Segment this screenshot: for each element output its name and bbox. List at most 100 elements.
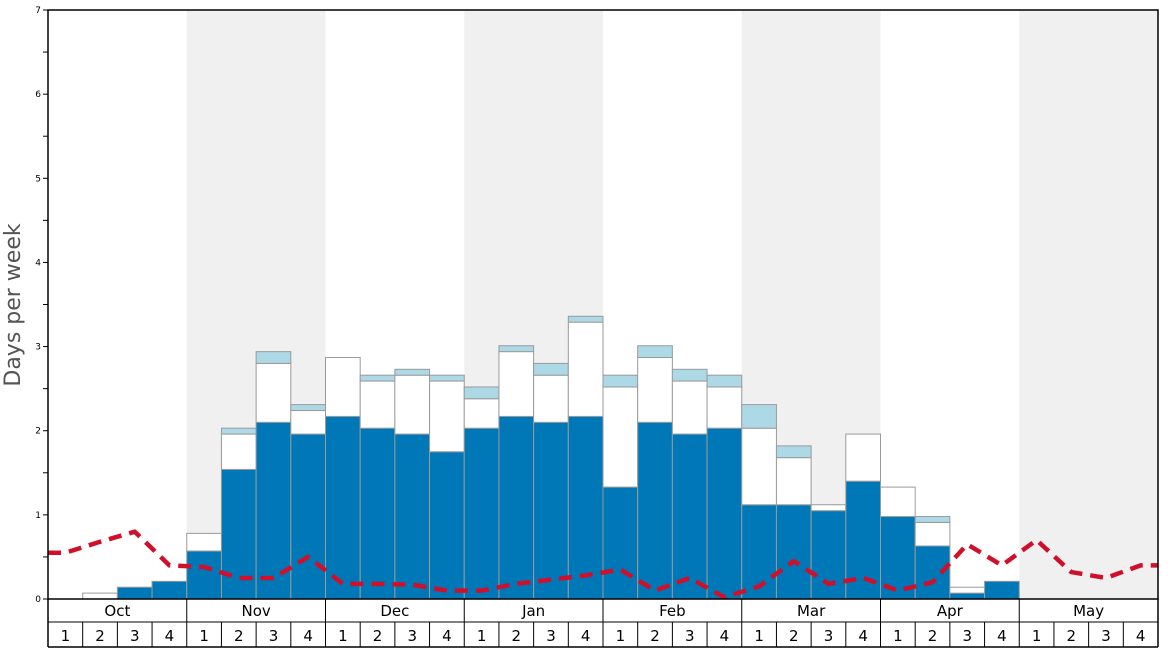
bar-segment — [602, 486, 639, 600]
month-label: Dec — [380, 602, 409, 620]
week-label: 4 — [165, 627, 175, 645]
month-label: Apr — [937, 602, 964, 620]
bar-segment — [949, 592, 986, 600]
month-label: Nov — [241, 602, 270, 620]
bar-segment — [567, 415, 604, 600]
week-label: 4 — [720, 627, 730, 645]
week-label: 4 — [303, 627, 313, 645]
y-tick-label: 3 — [35, 343, 41, 353]
bar-segment — [394, 368, 431, 376]
x-axis: Oct 1 2 3 4 Nov 1 2 3 4 Dec 1 2 3 4 Jan 1 2 3 4 Feb 1 2 3 4 Mar 1 2… — [47, 599, 1159, 648]
bar-segment — [463, 427, 500, 600]
bar-segment — [498, 415, 535, 600]
week-label: 1 — [754, 627, 764, 645]
bar-segment — [637, 421, 673, 600]
week-label: 3 — [407, 627, 417, 645]
bar-segment — [151, 580, 188, 600]
week-label: 2 — [234, 627, 244, 645]
week-label: 1 — [61, 627, 71, 645]
bar-segment — [533, 374, 569, 423]
bar-segment — [463, 386, 500, 400]
bar-segment — [671, 368, 708, 382]
bar-segment — [325, 357, 361, 417]
bar-segment — [359, 427, 396, 600]
week-label: 4 — [442, 627, 452, 645]
month-band — [1019, 10, 1158, 599]
month-bands — [186, 10, 1158, 599]
week-label: 3 — [685, 627, 695, 645]
dashed-line-series — [48, 529, 1158, 600]
bar-segment — [325, 415, 361, 600]
month-label: May — [1073, 602, 1104, 620]
bar-segment — [359, 374, 396, 382]
y-tick-label: 1 — [35, 511, 41, 521]
week-label: 4 — [997, 627, 1007, 645]
bar-segment — [741, 404, 777, 429]
bar-segment — [220, 433, 257, 470]
week-label: 3 — [962, 627, 972, 645]
bar-segment — [498, 345, 535, 353]
bar-segment — [394, 374, 431, 435]
month-label: Jan — [521, 602, 545, 620]
week-label: 2 — [95, 627, 105, 645]
bar-segment — [602, 374, 639, 388]
bar-segment — [880, 486, 916, 518]
y-tick-label: 2 — [35, 427, 41, 437]
bar-segment — [637, 345, 673, 359]
bar-segment — [706, 374, 743, 388]
bar-segment — [671, 380, 708, 435]
week-label: 1 — [616, 627, 626, 645]
week-label: 4 — [858, 627, 868, 645]
bar-segment — [533, 362, 569, 376]
week-label: 1 — [477, 627, 487, 645]
bar-segment — [810, 504, 847, 512]
y-tick-label: 6 — [35, 90, 41, 100]
bar-segment — [637, 357, 673, 423]
week-label: 1 — [338, 627, 348, 645]
bar-segment — [429, 451, 465, 600]
week-label: 1 — [893, 627, 903, 645]
week-label: 3 — [546, 627, 556, 645]
bar-segment — [775, 504, 812, 600]
week-label: 2 — [373, 627, 383, 645]
month-label: Mar — [797, 602, 826, 620]
bar-segment — [741, 427, 777, 506]
line-path — [48, 529, 1158, 600]
y-tick-label: 7 — [35, 6, 41, 16]
week-label: 1 — [1032, 627, 1042, 645]
bar-segment — [463, 398, 500, 429]
week-label: 2 — [928, 627, 938, 645]
bar-segment — [602, 386, 639, 488]
week-label: 4 — [1136, 627, 1146, 645]
bar-segment — [116, 586, 153, 600]
bar-segment — [290, 433, 326, 600]
y-tick-label: 0 — [35, 595, 41, 605]
y-axis: 0 1 2 3 4 5 6 7 — [35, 6, 48, 605]
week-label: 2 — [512, 627, 522, 645]
bar-segment — [775, 457, 812, 506]
bar-segment — [671, 433, 708, 600]
bar-segment — [498, 351, 535, 417]
bar-segment — [429, 380, 465, 453]
bar-segment — [290, 410, 326, 435]
bar-segment — [429, 374, 465, 382]
bar-segment — [775, 445, 812, 459]
bar-segment — [706, 386, 743, 429]
bar-segment — [914, 516, 951, 523]
bar-segment — [359, 380, 396, 429]
week-label: 2 — [1067, 627, 1077, 645]
week-label: 1 — [199, 627, 209, 645]
bar-segment — [255, 351, 292, 364]
bar-segment — [567, 315, 604, 323]
bar-segment — [533, 421, 569, 600]
y-tick-label: 4 — [35, 258, 41, 268]
bar-segment — [949, 586, 986, 594]
bar-segment — [220, 427, 257, 435]
bar-segment — [741, 504, 777, 600]
bar-segment — [984, 580, 1020, 600]
y-tick-label: 5 — [35, 174, 41, 184]
bar-segment — [255, 362, 292, 423]
week-label: 3 — [130, 627, 140, 645]
week-label: 3 — [824, 627, 834, 645]
